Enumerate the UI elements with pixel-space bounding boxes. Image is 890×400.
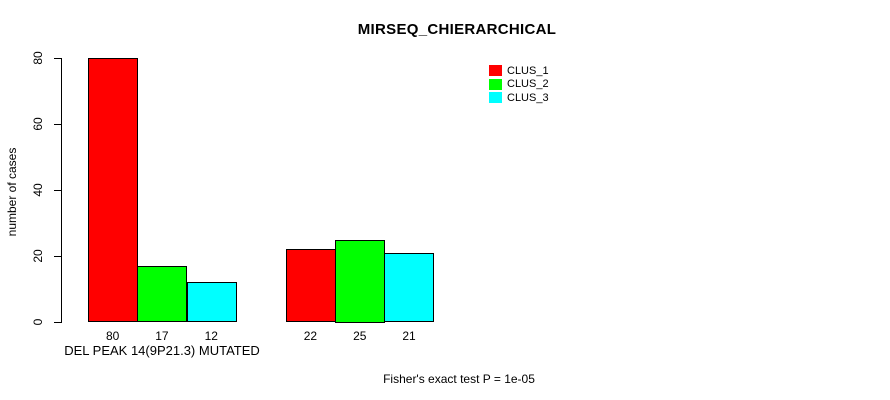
bar-value-label: 25 [353, 329, 367, 343]
bar-value-label: 17 [155, 329, 169, 343]
x-axis-label: DEL PEAK 14(9P21.3) MUTATED [64, 343, 260, 358]
legend-row: CLUS_3 [489, 91, 549, 104]
bar-clus_3-group2 [384, 253, 434, 322]
bar-value-label: 22 [303, 329, 318, 343]
y-tick-label: 0 [31, 318, 45, 326]
y-tick-label: 60 [31, 117, 45, 131]
y-tick-label: 40 [31, 183, 45, 197]
legend-label: CLUS_1 [507, 64, 549, 77]
bar-clus_2-group2 [335, 240, 385, 323]
bar-value-label: 21 [402, 329, 416, 343]
bar-clus_3-group1 [187, 282, 237, 322]
y-tick [54, 124, 61, 125]
legend-row: CLUS_1 [489, 64, 549, 77]
chart-title: MIRSEQ_CHIERARCHICAL [357, 21, 557, 38]
legend-row: CLUS_2 [489, 78, 549, 91]
y-tick [54, 322, 61, 323]
y-axis-label: number of cases [5, 147, 19, 237]
legend-label: CLUS_2 [507, 78, 549, 90]
bar-clus_1-group1 [88, 58, 138, 322]
legend: CLUS_1 CLUS_2 CLUS_3 [489, 64, 549, 105]
y-tick [54, 190, 61, 191]
annotation-text: Fisher's exact test P = 1e-05 [383, 372, 535, 386]
y-tick [54, 256, 61, 257]
y-tick-label: 80 [31, 51, 45, 65]
legend-swatch-clus_2 [489, 78, 502, 90]
legend-swatch-clus_1 [489, 65, 502, 76]
bar-clus_1-group2 [286, 249, 336, 322]
legend-label: CLUS_3 [507, 91, 549, 104]
y-tick-label: 20 [31, 249, 45, 263]
legend-swatch-clus_3 [489, 92, 502, 103]
bar-value-label: 12 [204, 329, 218, 343]
bar-clus_2-group1 [137, 266, 187, 322]
bar-value-label: 80 [105, 329, 120, 343]
y-axis-line [61, 58, 62, 323]
y-tick [54, 58, 61, 59]
